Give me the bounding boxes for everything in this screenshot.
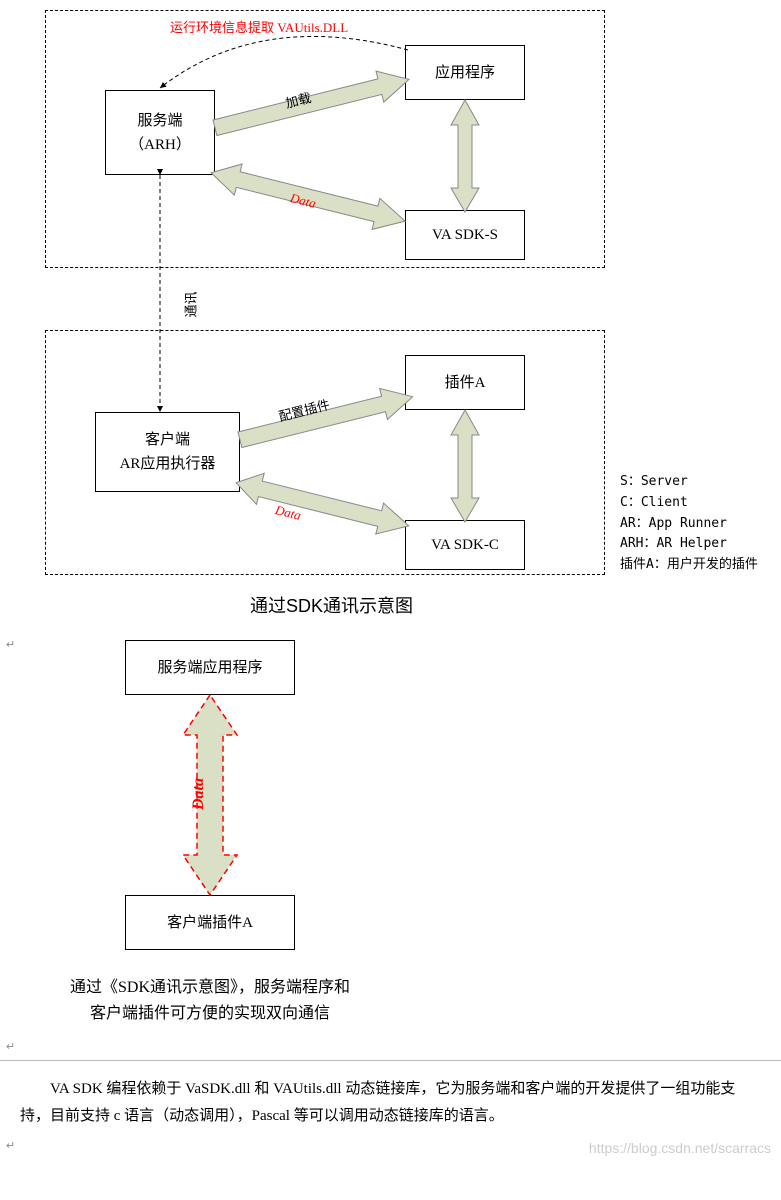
node-label: AR应用执行器 (120, 452, 216, 476)
node-app: 应用程序 (405, 45, 525, 100)
node-plugin: 插件A (405, 355, 525, 410)
caption-line: 通过《SDK通讯示意图》，服务端程序和 (70, 975, 350, 1001)
node-server-app: 服务端应用程序 (125, 640, 295, 695)
node-label: 插件A (445, 371, 486, 395)
node-sdk-s: VA SDK-S (405, 210, 525, 260)
legend-line: C：Client (620, 493, 758, 514)
edge-label-vautils: 运行环境信息提取 VAUtils.DLL (170, 17, 348, 36)
node-client-plugin: 客户端插件A (125, 895, 295, 950)
legend: S：Server C：Client AR：App Runner ARH：AR H… (620, 472, 758, 576)
edge-label-comm: 通讯 (181, 291, 200, 317)
return-mark: ↵ (6, 1139, 15, 1152)
legend-line: 插件A：用户开发的插件 (620, 555, 758, 576)
node-label: （ARH） (129, 133, 191, 157)
diagram-title: 通过SDK通讯示意图 (250, 592, 413, 618)
legend-line: AR：App Runner (620, 514, 758, 535)
legend-line: ARH：AR Helper (620, 534, 758, 555)
simple-comm-diagram: 服务端应用程序 客户端插件A Data 通过《SDK通讯示意图》，服务端程序和 … (0, 630, 781, 1060)
node-label: VA SDK-C (431, 533, 499, 557)
node-server: 服务端 （ARH） (105, 90, 215, 175)
node-label: 服务端应用程序 (157, 656, 262, 680)
return-mark: ↵ (6, 1040, 15, 1053)
node-label: 客户端 (145, 428, 190, 452)
edge-label-data: Data (190, 778, 208, 810)
node-label: 客户端插件A (167, 911, 253, 935)
diagram2-caption: 通过《SDK通讯示意图》，服务端程序和 客户端插件可方便的实现双向通信 (70, 975, 350, 1026)
node-client: 客户端 AR应用执行器 (95, 412, 240, 492)
node-label: 应用程序 (435, 61, 495, 85)
node-label: VA SDK-S (432, 223, 498, 247)
watermark: https://blog.csdn.net/scarracs (589, 1140, 771, 1156)
node-sdk-c: VA SDK-C (405, 520, 525, 570)
sdk-comm-diagram: 服务端 （ARH） 应用程序 VA SDK-S 客户端 AR应用执行器 插件A … (0, 0, 781, 620)
node-label: 服务端 (137, 109, 182, 133)
legend-line: S：Server (620, 472, 758, 493)
caption-line: 客户端插件可方便的实现双向通信 (70, 1001, 350, 1027)
